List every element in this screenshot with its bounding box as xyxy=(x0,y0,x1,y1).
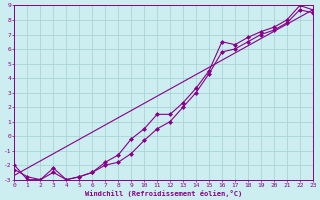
X-axis label: Windchill (Refroidissement éolien,°C): Windchill (Refroidissement éolien,°C) xyxy=(85,190,242,197)
